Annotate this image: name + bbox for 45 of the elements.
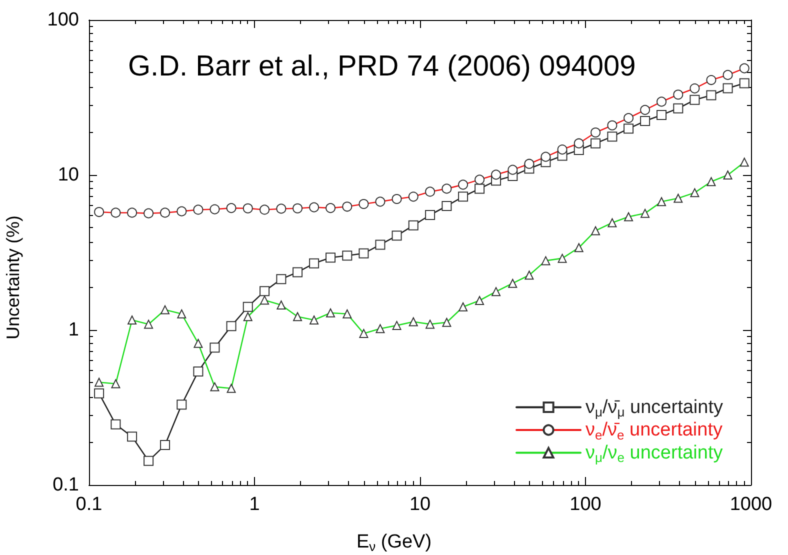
point bbox=[656, 110, 667, 120]
y-tick-label: 0.1 bbox=[52, 474, 79, 496]
point bbox=[127, 432, 138, 442]
y-axis-title: Uncertainty (%) bbox=[3, 215, 23, 340]
point bbox=[375, 240, 386, 250]
point bbox=[458, 192, 468, 202]
point bbox=[176, 400, 187, 410]
point bbox=[640, 116, 650, 126]
point bbox=[425, 210, 436, 220]
point bbox=[276, 274, 286, 284]
y-tick-label: 100 bbox=[47, 10, 79, 30]
point bbox=[722, 83, 733, 94]
point bbox=[442, 200, 452, 211]
point bbox=[210, 342, 220, 353]
point bbox=[144, 456, 154, 466]
point bbox=[309, 258, 320, 268]
point bbox=[739, 78, 750, 88]
point bbox=[242, 302, 253, 312]
annotation: G.D. Barr et al., PRD 74 (2006) 094009 bbox=[128, 50, 636, 82]
point bbox=[474, 184, 485, 194]
point bbox=[160, 440, 170, 450]
point bbox=[673, 103, 684, 114]
point bbox=[607, 132, 618, 142]
point bbox=[358, 248, 369, 258]
y-tick-label: 1 bbox=[68, 320, 79, 340]
x-tick-label: 0.1 bbox=[76, 494, 102, 515]
point bbox=[110, 419, 121, 430]
point bbox=[326, 252, 336, 263]
point bbox=[342, 250, 352, 261]
x-tick-label: 100 bbox=[570, 494, 602, 515]
x-tick-label: 1 bbox=[249, 494, 260, 515]
x-tick-label: 10 bbox=[409, 494, 431, 515]
point bbox=[624, 124, 634, 134]
point bbox=[193, 366, 204, 376]
point bbox=[690, 94, 700, 105]
point bbox=[292, 267, 303, 278]
y-tick-label: 10 bbox=[58, 164, 79, 186]
point bbox=[706, 90, 716, 100]
point bbox=[590, 138, 601, 148]
x-tick-label: 1000 bbox=[730, 494, 772, 515]
point bbox=[392, 230, 402, 241]
point bbox=[226, 321, 236, 332]
point bbox=[408, 220, 418, 230]
point bbox=[260, 286, 270, 296]
point bbox=[94, 388, 104, 398]
